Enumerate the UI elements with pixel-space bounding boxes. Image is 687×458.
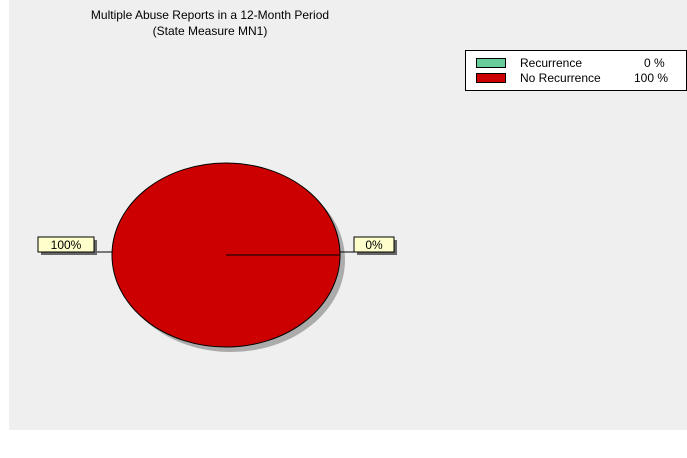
legend-value-recurrence: 0 % <box>644 56 665 70</box>
legend-label-recurrence: Recurrence <box>520 56 583 70</box>
legend-item-no-recurrence: No Recurrence 100 % <box>474 71 687 85</box>
data-label-recurrence: 0% <box>365 238 383 252</box>
legend-label-no-recurrence: No Recurrence <box>520 71 601 85</box>
legend-value-no-recurrence: 100 % <box>634 71 669 85</box>
data-label-no-recurrence: 100% <box>51 238 82 252</box>
legend-swatch-recurrence <box>476 58 506 68</box>
chart-title: Multiple Abuse Reports in a 12-Month Per… <box>90 8 330 22</box>
legend-swatch-no-recurrence <box>476 73 506 83</box>
legend: Recurrence 0 % No Recurrence 100 % <box>465 50 687 91</box>
chart-subtitle: (State Measure MN1) <box>152 24 268 38</box>
data-label-recurrence-box <box>353 236 395 253</box>
data-label-no-recurrence-box <box>37 236 95 253</box>
legend-item-recurrence: Recurrence 0 % <box>474 56 687 70</box>
